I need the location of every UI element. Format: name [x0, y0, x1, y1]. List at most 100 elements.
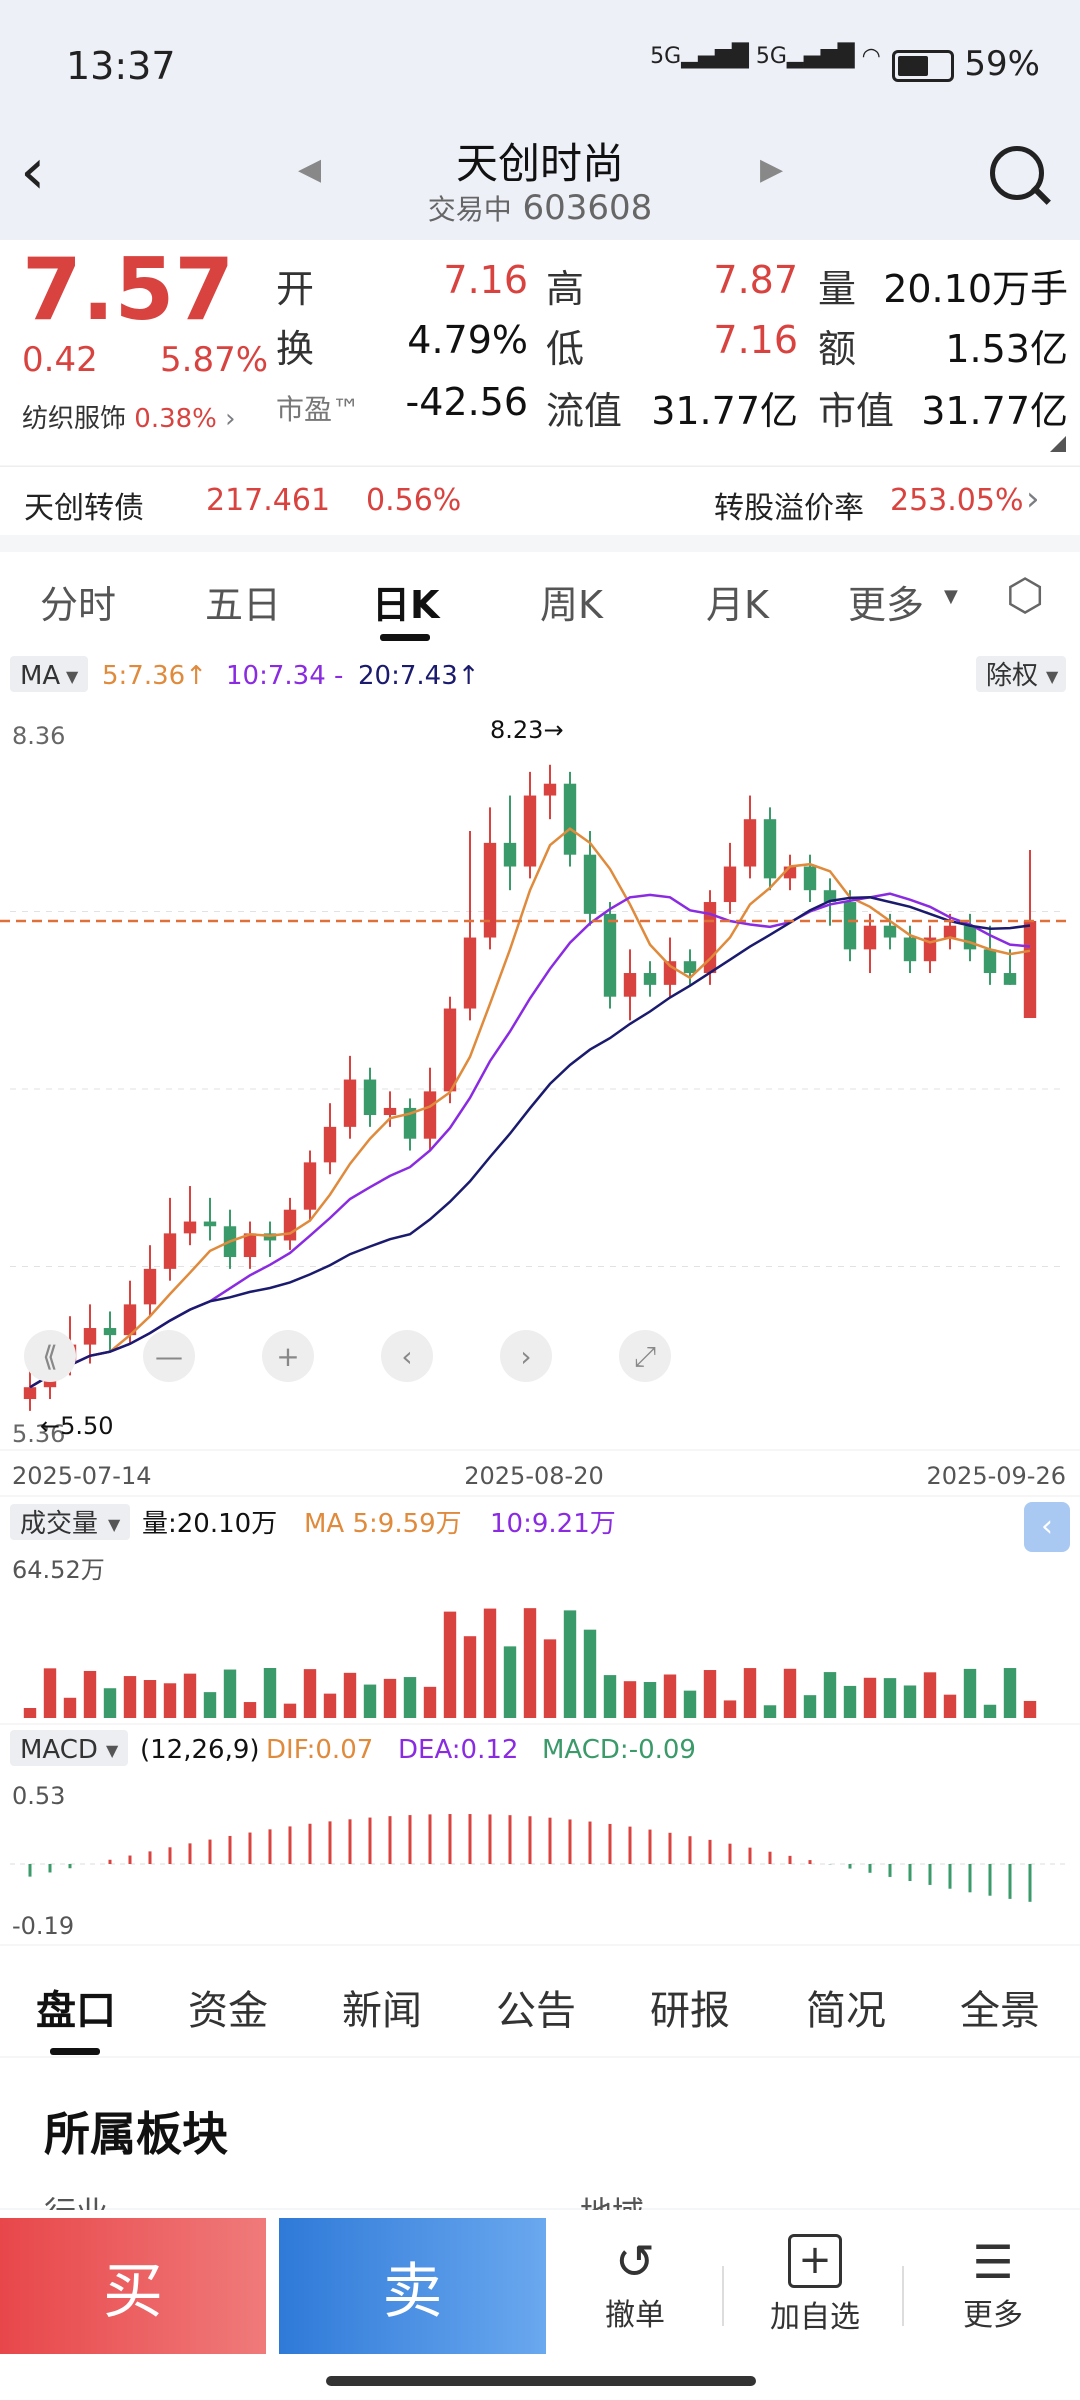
convertible-bond-row[interactable]: 天创转债 217.461 0.56% 转股溢价率 253.05% › [0, 466, 1080, 535]
volume-bar [163, 1683, 177, 1718]
date-end: 2025-09-26 [927, 1462, 1066, 1490]
chart-control-icon: + [276, 1340, 299, 1373]
volume-bar [383, 1678, 397, 1718]
chart-control-button [619, 1330, 671, 1382]
sector-link[interactable]: 纺织服饰 0.38% › [22, 404, 236, 434]
bottom-tab-4[interactable]: 研报 [650, 1988, 730, 2034]
candle-body [403, 1107, 417, 1139]
candle-body [843, 902, 857, 950]
tab-1[interactable]: 五日 [205, 583, 282, 627]
volume-bar [623, 1681, 637, 1718]
volume-bar [283, 1703, 297, 1718]
volume-bar [503, 1646, 517, 1718]
volume-bar [723, 1700, 737, 1718]
volume-selector [10, 1504, 130, 1540]
trading-status: 交易中 [427, 193, 512, 226]
candle-body [123, 1304, 137, 1336]
volume-bar [23, 1708, 37, 1718]
menu-icon: ☰ [972, 2235, 1014, 2289]
price-change-pct: 5.87% [160, 340, 269, 380]
kline-chart[interactable]: MA ▼ 5:7.36↑ 10:7.34 - 20:7.43↑ 除权 ▼ 8.36 5.36 8.… [0, 644, 1080, 1944]
cancel-order-button[interactable]: ↺ 撤单 [560, 2234, 710, 2354]
quote-label: 市盈™ [276, 393, 361, 426]
chart-control-button [500, 1330, 552, 1382]
tab-4[interactable]: 月K [706, 583, 769, 627]
tab-2[interactable]: 日K [372, 583, 440, 627]
active-tab-indicator [380, 634, 430, 641]
more-button[interactable]: ☰ 更多 [918, 2234, 1068, 2354]
quote-label: 市值 [818, 389, 895, 433]
volume-bar [1003, 1668, 1017, 1718]
candle-body [1023, 920, 1037, 1018]
sell-label: 卖 [382, 2256, 443, 2327]
quote-label: 开 [276, 267, 315, 311]
volume-bar [483, 1608, 497, 1718]
candle-body [83, 1328, 97, 1345]
candle-body [923, 937, 937, 962]
volume-bar [903, 1685, 917, 1718]
bottom-tab-5[interactable]: 简况 [806, 1988, 886, 2034]
volume-bar [883, 1678, 897, 1718]
date-mid: 2025-08-20 [464, 1462, 603, 1490]
candle-body [523, 795, 537, 867]
candle-body [583, 854, 597, 914]
next-stock-icon[interactable]: ▶ [760, 152, 784, 187]
stock-subtitle: 交易中 603608 [0, 188, 1080, 228]
min-price-mark: ←5.50 [40, 1412, 114, 1440]
candle-body [343, 1079, 357, 1127]
candle-body [163, 1233, 177, 1269]
tab-5[interactable]: 更多 [848, 583, 925, 627]
tab-3[interactable]: 周K [540, 583, 603, 627]
volume-bar [783, 1668, 797, 1718]
volume-bar [83, 1670, 97, 1718]
home-indicator [326, 2376, 756, 2386]
volume-bar [43, 1668, 57, 1718]
expand-icon[interactable] [1050, 436, 1066, 452]
candle-body [363, 1079, 377, 1116]
bottom-tab-2[interactable]: 新闻 [342, 1988, 422, 2034]
volume-bar [743, 1668, 757, 1718]
quote-value: 7.16 [713, 318, 798, 362]
volume-bar [583, 1629, 597, 1718]
macd-dif: DIF:0.07 [266, 1735, 373, 1765]
collapse-button [1024, 1502, 1070, 1552]
sell-button[interactable]: 卖 [279, 2218, 546, 2354]
status-bar: 13:37 5G▂▄▆█ 5G▂▄▆█ ◠ 59% [0, 0, 1080, 130]
ma20-value: 20:7.43↑ [358, 661, 480, 691]
volume-bar [1023, 1700, 1037, 1718]
volume-bar [543, 1639, 557, 1718]
cb-pct: 0.56% [366, 483, 462, 518]
bottom-tab-1[interactable]: 资金 [188, 1988, 268, 2034]
bottom-tab-3[interactable]: 公告 [496, 1988, 576, 2034]
candle-body [103, 1328, 117, 1336]
back-icon[interactable]: ‹ [20, 135, 46, 209]
quote-label: 低 [546, 327, 585, 371]
settings-icon[interactable]: ⬡ [1006, 570, 1045, 621]
sector-section: 所属板块 行业 地域 [0, 2058, 1080, 2232]
bottom-tab-6[interactable]: 全景 [960, 1988, 1040, 2034]
volume-bar [703, 1670, 717, 1718]
search-icon[interactable] [990, 146, 1044, 200]
sector-pct: 0.38% [134, 404, 217, 434]
volume-bar [443, 1611, 457, 1718]
chart-control-icon: › [520, 1340, 531, 1373]
cb-price: 217.461 [206, 483, 331, 518]
max-price-mark: 8.23→ [490, 716, 564, 744]
undo-icon: ↺ [614, 2234, 656, 2290]
ma20-line [29, 896, 1031, 1389]
y-high-label: 8.36 [12, 722, 65, 750]
quote-value: 31.77亿 [921, 389, 1068, 433]
tab-0[interactable]: 分时 [40, 583, 117, 627]
candle-body [443, 1008, 457, 1092]
candle-body [543, 783, 557, 796]
quote-label: 量 [818, 267, 857, 311]
prev-stock-icon[interactable]: ◀ [298, 152, 322, 187]
volume-bar [603, 1675, 617, 1718]
cb-premium-label: 转股溢价率 [714, 491, 864, 526]
stock-header: ‹ ◀ 天创时尚 交易中 603608 ▶ [0, 130, 1080, 240]
bottom-tab-0[interactable]: 盘口 [36, 1988, 116, 2034]
buy-button[interactable]: 买 [0, 2218, 266, 2354]
quote-label: 高 [546, 267, 585, 311]
candle-body [23, 1387, 37, 1400]
add-watchlist-button[interactable]: + 加自选 [740, 2234, 890, 2354]
